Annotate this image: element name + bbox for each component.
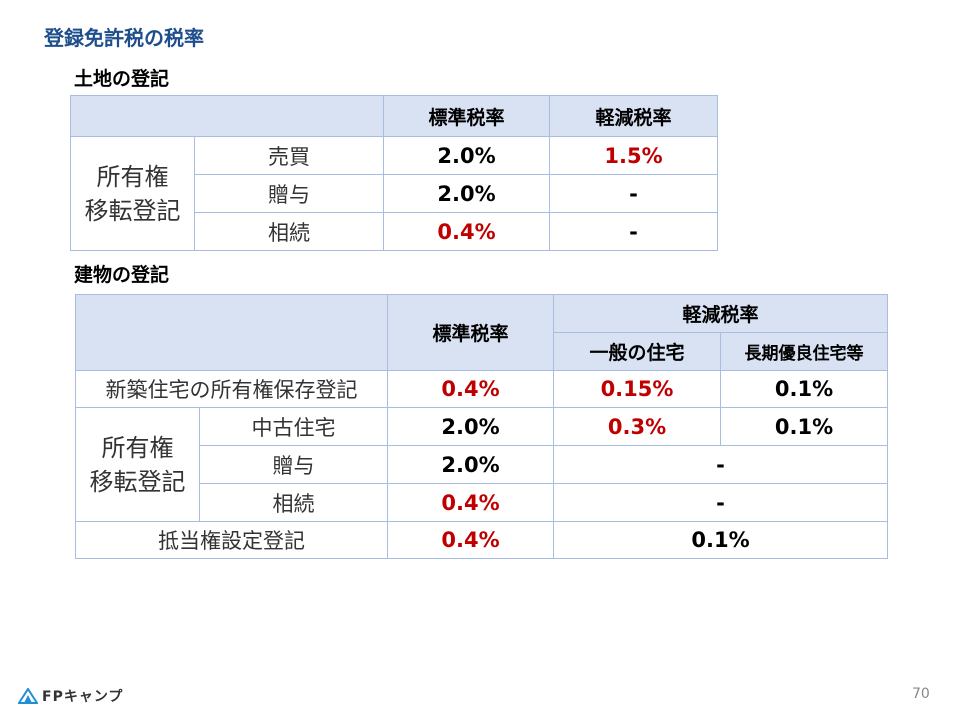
building-col-reduced: 軽減税率 <box>552 294 889 333</box>
building-general-value: 0.15% <box>553 370 721 408</box>
building-long-value: 0.1% <box>719 370 889 408</box>
building-header-blank <box>75 294 388 371</box>
building-long-value: 0.1% <box>719 407 889 446</box>
land-table: 標準税率 軽減税率 所有権 移転登記 売買 2.0% 1.5% 贈与 2.0% -… <box>70 95 718 251</box>
building-row-label: 贈与 <box>199 445 388 484</box>
building-reduced-value: - <box>552 483 889 522</box>
building-row-label: 中古住宅 <box>199 407 388 446</box>
building-col-long: 長期優良住宅等 <box>719 332 889 371</box>
fp-camp-logo: FPキャンプ <box>18 686 123 706</box>
page-title: 登録免許税の税率 <box>44 26 204 50</box>
building-standard-value: 0.4% <box>387 483 554 522</box>
page-number: 70 <box>912 686 930 702</box>
land-row-label: 売買 <box>194 136 384 175</box>
land-standard-value: 2.0% <box>383 136 550 175</box>
logo-text: FPキャンプ <box>42 689 124 705</box>
building-group-label: 所有権 移転登記 <box>75 407 200 522</box>
building-row-label: 相続 <box>199 483 388 522</box>
building-heading: 建物の登記 <box>74 264 170 286</box>
building-row-new-label: 新築住宅の所有権保存登記 <box>75 370 388 408</box>
building-standard-value: 0.4% <box>387 521 554 559</box>
land-row-label: 贈与 <box>194 174 384 213</box>
land-reduced-value: 1.5% <box>549 136 718 175</box>
building-col-general: 一般の住宅 <box>553 332 721 371</box>
building-reduced-value: 0.1% <box>552 521 889 559</box>
land-heading: 土地の登記 <box>74 68 170 90</box>
land-header-blank <box>70 95 384 137</box>
building-standard-value: 0.4% <box>387 370 554 408</box>
land-row-label: 相続 <box>194 212 384 251</box>
land-reduced-value: - <box>549 212 718 251</box>
building-row-mortgage-label: 抵当権設定登記 <box>75 521 388 559</box>
land-reduced-value: - <box>549 174 718 213</box>
land-group-label: 所有権 移転登記 <box>70 136 195 251</box>
tent-icon <box>18 688 38 704</box>
building-reduced-value: - <box>552 445 889 484</box>
building-standard-value: 2.0% <box>387 407 554 446</box>
building-general-value: 0.3% <box>553 407 721 446</box>
building-table: 標準税率 軽減税率 一般の住宅 長期優良住宅等 新築住宅の所有権保存登記 0.4… <box>75 294 889 559</box>
building-standard-value: 2.0% <box>387 445 554 484</box>
land-standard-value: 0.4% <box>383 212 550 251</box>
land-col-reduced: 軽減税率 <box>549 95 718 137</box>
land-standard-value: 2.0% <box>383 174 550 213</box>
land-col-standard: 標準税率 <box>383 95 550 137</box>
building-col-standard: 標準税率 <box>387 294 554 371</box>
